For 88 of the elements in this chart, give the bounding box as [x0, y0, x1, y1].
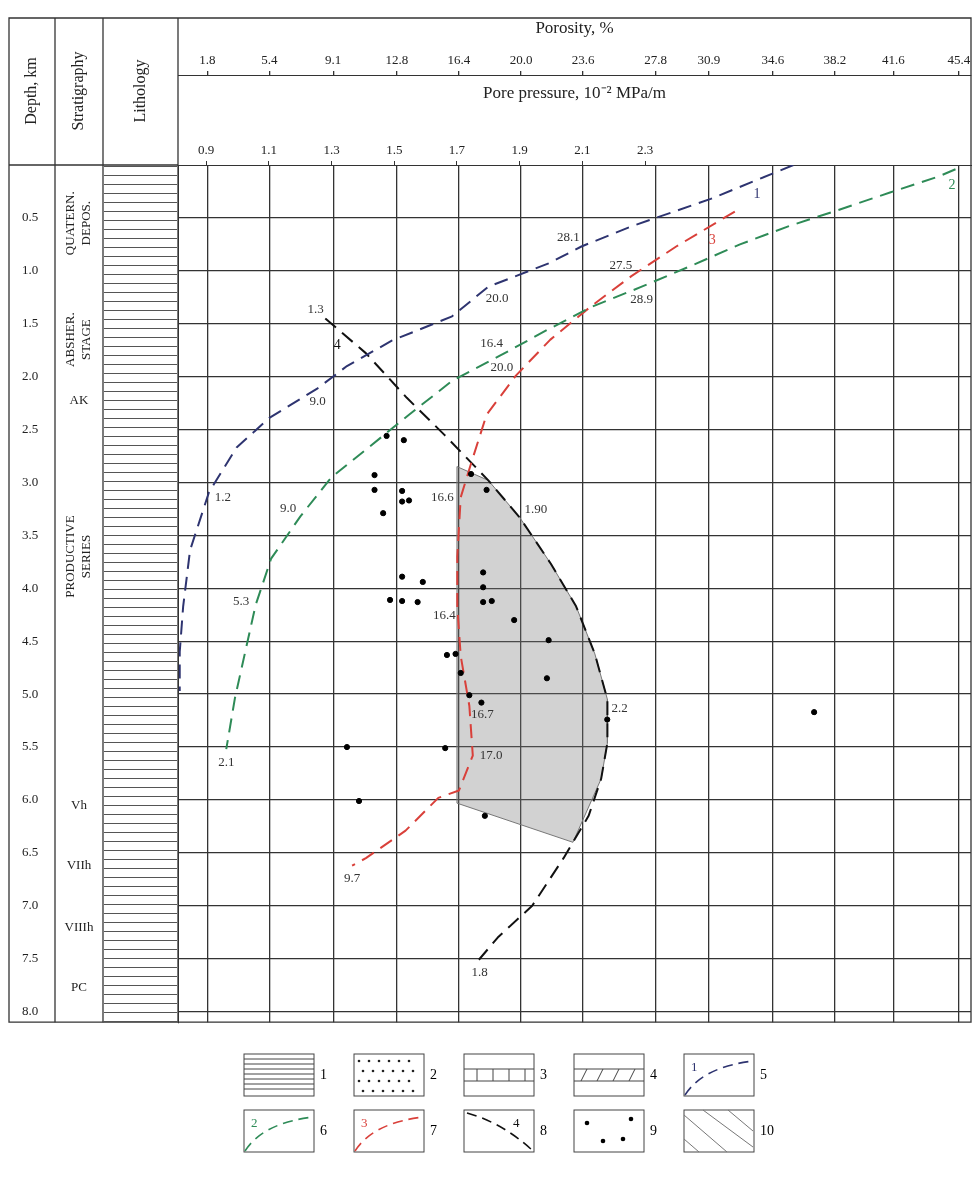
annotation: 1.2 — [214, 488, 231, 504]
dashed-curve-icon: 3 — [353, 1109, 425, 1153]
annotation: 16.7 — [470, 706, 495, 722]
x-tick-label: 30.9 — [697, 51, 721, 67]
series-label: 3 — [708, 231, 716, 247]
y-tick-label: 1.5 — [22, 315, 39, 331]
annotation: 28.1 — [557, 228, 580, 244]
annotation: 9.0 — [280, 500, 297, 516]
x2-tick-label: 2.3 — [636, 141, 654, 157]
y-tick-label: 7.5 — [22, 950, 39, 966]
text: 2 — [430, 1067, 437, 1083]
annotation: 9.7 — [343, 870, 361, 885]
annotation: 16.6 — [430, 488, 455, 504]
y-tick-label: 6.0 — [22, 791, 39, 807]
text: 3 — [540, 1067, 547, 1083]
y-tick-label: 4.0 — [22, 579, 39, 595]
annotation: 17.0 — [479, 746, 503, 762]
text: 4 — [650, 1067, 657, 1083]
text: 8 — [540, 1123, 547, 1139]
text: ABSHER. STAGE — [62, 312, 94, 367]
dashed-curve-icon: 1 — [683, 1053, 755, 1097]
y-tick-label: 0.5 — [22, 209, 39, 225]
annotation: 1.8 — [471, 964, 488, 980]
y-tick-label: 5.5 — [22, 738, 39, 754]
series-label: 1 — [753, 185, 761, 201]
text: Vh — [71, 796, 88, 812]
x-tick-label: 20.0 — [509, 51, 533, 67]
annotation: 2.1 — [218, 753, 235, 769]
text: VIIh — [66, 857, 92, 872]
annotation: 1.90 — [524, 501, 548, 517]
x-tick-label: 23.6 — [571, 51, 595, 67]
text: 6 — [320, 1123, 327, 1139]
x2-tick-label: 2.1 — [574, 141, 591, 157]
annotation: 16.4 — [432, 606, 457, 622]
x-tick-label: 1.8 — [199, 51, 216, 67]
text: VIIIh — [64, 919, 94, 935]
x2-tick-label: 1.7 — [448, 141, 466, 157]
x2-tick-label: 1.9 — [511, 141, 528, 157]
x2-axis-title: Pore pressure, 10⁻² MPa/m — [483, 82, 666, 102]
text: QUATERN. DEPOS. — [62, 191, 94, 256]
x2-tick-label: 0.9 — [198, 141, 215, 157]
annotation: 20.0 — [490, 358, 514, 374]
series-label: 4 — [333, 337, 341, 353]
text: PRODUCTIVE SERIES — [62, 515, 94, 598]
annotation: 2.2 — [611, 700, 628, 716]
x2-tick-label: 1.5 — [386, 141, 403, 157]
annotation: 16.4 — [480, 335, 504, 351]
annotation: 20.0 — [485, 289, 509, 305]
series-label: 2 — [948, 176, 956, 192]
x-tick-label: 9.1 — [325, 51, 342, 67]
y-tick-label: 3.0 — [22, 473, 39, 489]
x-tick-label: 5.4 — [261, 51, 278, 67]
text: 7 — [430, 1123, 437, 1139]
text: Stratigraphy — [69, 51, 88, 131]
annotation: 9.0 — [309, 392, 326, 408]
text: 1 — [320, 1067, 327, 1082]
x2-tick-label: 1.1 — [260, 141, 278, 157]
y-tick-label: 7.0 — [22, 897, 39, 913]
text: 9 — [650, 1123, 657, 1139]
x-tick-label: 45.4 — [947, 51, 971, 67]
text: Lithology — [131, 59, 150, 123]
y-tick-label: 3.5 — [22, 526, 39, 542]
y-tick-label: 6.5 — [22, 844, 39, 860]
y-tick-label: 2.5 — [22, 420, 39, 436]
x-tick-label: 16.4 — [447, 51, 471, 67]
annotation: 5.3 — [232, 593, 250, 609]
x-tick-label: 27.8 — [644, 51, 667, 67]
text: PC — [71, 978, 87, 994]
annotation: 28.9 — [630, 291, 654, 307]
dashed-curve-icon: 4 — [463, 1109, 535, 1153]
x-tick-label: 41.6 — [882, 51, 906, 67]
y-tick-label: 4.5 — [22, 632, 39, 648]
text: 10 — [760, 1123, 774, 1139]
text: AK — [69, 392, 89, 408]
x-tick-label: 34.6 — [761, 51, 785, 67]
y-tick-label: 5.0 — [22, 685, 39, 701]
y-tick-label: 2.0 — [22, 368, 39, 384]
y-axis-title: Depth, km — [22, 56, 41, 125]
y-tick-label: 8.0 — [22, 1003, 39, 1019]
annotation: 1.3 — [307, 300, 324, 316]
x2-tick-label: 1.3 — [323, 141, 340, 157]
dashed-curve-icon: 2 — [243, 1109, 315, 1153]
annotation: 27.5 — [609, 256, 633, 272]
x-tick-label: 12.8 — [385, 51, 409, 67]
text: 5 — [760, 1067, 767, 1083]
y-tick-label: 1.0 — [22, 262, 39, 278]
x-tick-label: 38.2 — [823, 51, 847, 67]
x-axis-title: Porosity, % — [535, 17, 614, 37]
